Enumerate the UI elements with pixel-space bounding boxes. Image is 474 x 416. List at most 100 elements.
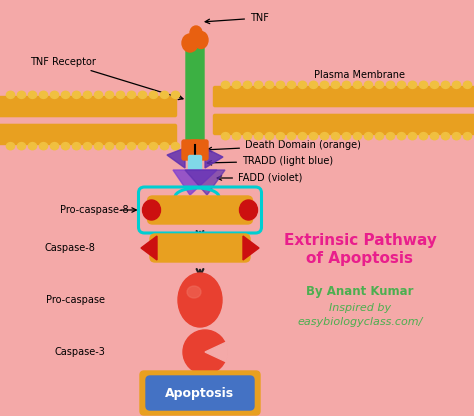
FancyBboxPatch shape: [0, 124, 176, 144]
Ellipse shape: [430, 81, 438, 89]
Ellipse shape: [73, 143, 81, 150]
Ellipse shape: [386, 133, 395, 140]
Ellipse shape: [409, 133, 417, 140]
Ellipse shape: [160, 91, 169, 99]
Ellipse shape: [354, 81, 362, 89]
Wedge shape: [205, 342, 228, 362]
Ellipse shape: [441, 133, 450, 140]
Text: of Apoptosis: of Apoptosis: [307, 250, 413, 265]
Text: TRADD (light blue): TRADD (light blue): [207, 156, 333, 166]
Text: By Anant Kumar: By Anant Kumar: [306, 285, 414, 299]
Ellipse shape: [149, 91, 158, 99]
Ellipse shape: [178, 273, 222, 327]
Text: Extrinsic Pathway: Extrinsic Pathway: [283, 233, 437, 248]
Polygon shape: [243, 236, 259, 260]
Ellipse shape: [18, 143, 26, 150]
FancyBboxPatch shape: [213, 114, 474, 134]
Ellipse shape: [28, 91, 36, 99]
FancyBboxPatch shape: [146, 376, 254, 410]
FancyBboxPatch shape: [0, 97, 176, 116]
Ellipse shape: [331, 133, 340, 140]
Ellipse shape: [28, 143, 36, 150]
Ellipse shape: [232, 133, 241, 140]
Ellipse shape: [117, 91, 125, 99]
Ellipse shape: [310, 133, 318, 140]
Ellipse shape: [397, 133, 406, 140]
Ellipse shape: [50, 91, 59, 99]
Ellipse shape: [320, 81, 328, 89]
Ellipse shape: [94, 91, 103, 99]
Ellipse shape: [18, 91, 26, 99]
Ellipse shape: [160, 143, 169, 150]
Ellipse shape: [128, 143, 136, 150]
Ellipse shape: [105, 143, 114, 150]
Text: Plasma Membrane: Plasma Membrane: [315, 70, 405, 80]
Polygon shape: [185, 170, 225, 195]
Ellipse shape: [419, 133, 428, 140]
FancyBboxPatch shape: [187, 36, 203, 50]
Ellipse shape: [298, 81, 307, 89]
Ellipse shape: [105, 91, 114, 99]
Ellipse shape: [128, 91, 136, 99]
Text: Caspase-8: Caspase-8: [44, 243, 95, 253]
Polygon shape: [173, 170, 217, 195]
Ellipse shape: [39, 143, 47, 150]
Ellipse shape: [354, 133, 362, 140]
Ellipse shape: [190, 26, 202, 40]
Ellipse shape: [143, 200, 161, 220]
Text: easybiologyclass.com/: easybiologyclass.com/: [297, 317, 423, 327]
Circle shape: [183, 330, 227, 374]
Text: TNF Receptor: TNF Receptor: [30, 57, 183, 99]
Ellipse shape: [265, 81, 273, 89]
Ellipse shape: [243, 81, 252, 89]
FancyBboxPatch shape: [186, 44, 204, 151]
Ellipse shape: [221, 133, 229, 140]
Text: Pro-caspase-8: Pro-caspase-8: [60, 205, 128, 215]
Polygon shape: [205, 148, 223, 168]
Ellipse shape: [187, 286, 201, 298]
FancyBboxPatch shape: [140, 371, 260, 415]
Ellipse shape: [83, 143, 91, 150]
Ellipse shape: [138, 143, 146, 150]
Ellipse shape: [232, 81, 241, 89]
FancyBboxPatch shape: [147, 196, 253, 224]
Ellipse shape: [138, 91, 146, 99]
Ellipse shape: [239, 200, 257, 220]
Ellipse shape: [409, 81, 417, 89]
Ellipse shape: [464, 133, 472, 140]
Polygon shape: [141, 236, 157, 260]
Ellipse shape: [452, 81, 461, 89]
Ellipse shape: [61, 91, 70, 99]
Ellipse shape: [397, 81, 406, 89]
Ellipse shape: [6, 143, 15, 150]
Text: Death Domain (orange): Death Domain (orange): [207, 140, 361, 152]
Polygon shape: [167, 148, 185, 168]
Ellipse shape: [50, 143, 59, 150]
FancyBboxPatch shape: [213, 87, 474, 106]
Ellipse shape: [6, 91, 15, 99]
Ellipse shape: [73, 91, 81, 99]
Ellipse shape: [331, 81, 340, 89]
Ellipse shape: [221, 81, 229, 89]
Text: Inspired by: Inspired by: [329, 303, 391, 313]
Ellipse shape: [149, 143, 158, 150]
Ellipse shape: [375, 81, 383, 89]
Ellipse shape: [430, 133, 438, 140]
Ellipse shape: [342, 81, 351, 89]
Ellipse shape: [94, 143, 103, 150]
Ellipse shape: [255, 133, 263, 140]
Ellipse shape: [265, 133, 273, 140]
Text: Caspase-3: Caspase-3: [54, 347, 105, 357]
Ellipse shape: [276, 81, 284, 89]
Ellipse shape: [172, 91, 180, 99]
Ellipse shape: [61, 143, 70, 150]
Ellipse shape: [320, 133, 328, 140]
Ellipse shape: [375, 133, 383, 140]
Ellipse shape: [464, 81, 472, 89]
Ellipse shape: [310, 81, 318, 89]
Ellipse shape: [255, 81, 263, 89]
Text: FADD (violet): FADD (violet): [217, 173, 302, 183]
Text: TNF: TNF: [205, 13, 269, 24]
Ellipse shape: [365, 133, 373, 140]
Ellipse shape: [441, 81, 450, 89]
